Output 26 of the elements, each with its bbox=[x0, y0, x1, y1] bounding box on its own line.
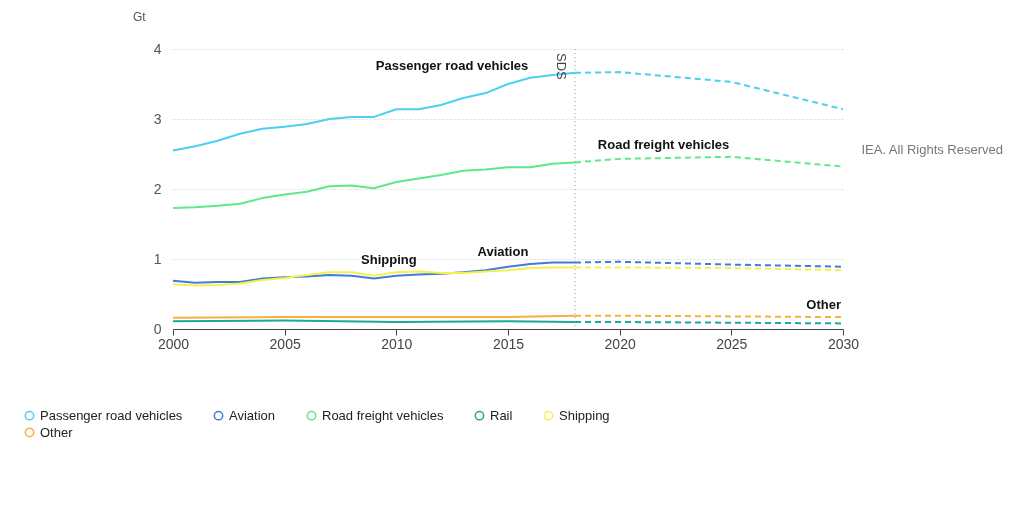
x-tick-label: 2015 bbox=[492, 335, 525, 352]
y-tick-label: 1 bbox=[153, 250, 162, 267]
y-tick-label: 2 bbox=[153, 180, 162, 197]
ref-line-label: SDS bbox=[554, 53, 569, 81]
x-tick-label: 2025 bbox=[716, 335, 748, 352]
y-tick-label: 4 bbox=[153, 40, 162, 57]
x-tick-label: 2010 bbox=[381, 335, 413, 352]
legend-label: Shipping bbox=[559, 407, 610, 423]
x-tick-label: 2020 bbox=[604, 335, 636, 352]
text: IEA. All Rights Reserved bbox=[861, 142, 1003, 157]
x-tick-label: 2030 bbox=[827, 335, 860, 352]
annotation: Road freight vehicles bbox=[597, 136, 730, 152]
annotation: Passenger road vehicles bbox=[375, 57, 529, 73]
annotation: Aviation bbox=[477, 243, 529, 259]
x-tick-label: 2000 bbox=[157, 335, 190, 352]
y-tick-label: 0 bbox=[153, 320, 162, 337]
legend-label: Passenger road vehicles bbox=[40, 407, 183, 423]
y-tick-label: 3 bbox=[153, 110, 162, 127]
legend-label: Other bbox=[40, 424, 74, 440]
legend-label: Aviation bbox=[229, 407, 276, 423]
annotation: Shipping bbox=[361, 251, 417, 267]
legend-label: Road freight vehicles bbox=[322, 407, 444, 423]
legend-label: Rail bbox=[490, 407, 513, 423]
annotation: Other bbox=[806, 297, 841, 313]
x-tick-label: 2005 bbox=[269, 335, 301, 352]
y-axis-title: Gt bbox=[133, 10, 147, 24]
